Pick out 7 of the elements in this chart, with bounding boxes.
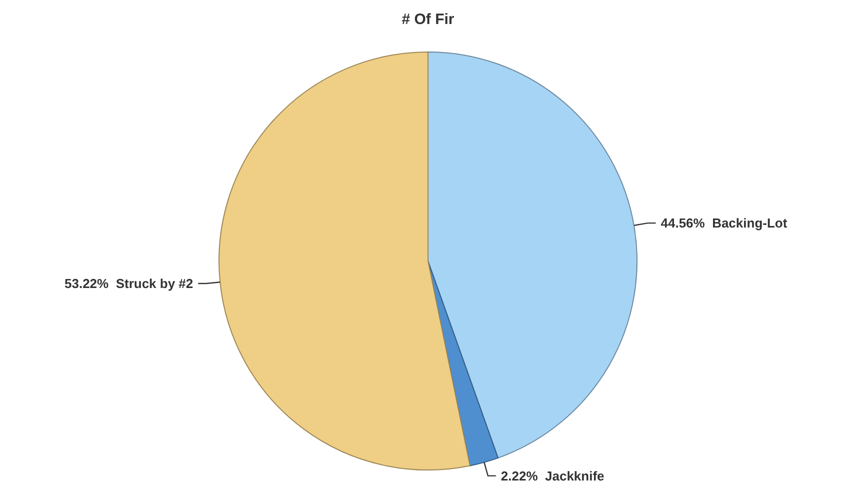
pie-slice bbox=[428, 260, 499, 466]
slice-label: 53.22% Struck by #2 bbox=[64, 276, 194, 292]
slice-label: 2.22% Jackknife bbox=[500, 468, 604, 484]
chart-title: # Of Fir bbox=[402, 11, 454, 28]
slice-label: 44.56% Backing-Lot bbox=[660, 216, 788, 231]
pie-slice bbox=[218, 52, 470, 470]
pie-slice bbox=[428, 52, 638, 458]
